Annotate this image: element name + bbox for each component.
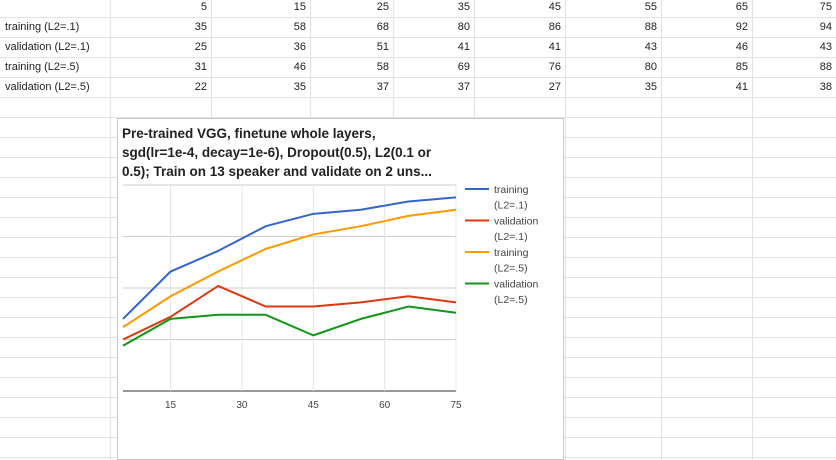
- data-cell[interactable]: 27: [548, 81, 561, 93]
- data-cell[interactable]: 25: [194, 41, 207, 53]
- legend-label: (L2=.5): [494, 294, 528, 306]
- row-label[interactable]: training (L2=.5): [5, 61, 80, 73]
- data-cell[interactable]: 15: [293, 1, 306, 13]
- row-label[interactable]: training (L2=.1): [5, 21, 80, 33]
- data-cell[interactable]: 38: [819, 81, 832, 93]
- x-tick-label: 30: [236, 400, 248, 411]
- data-cell[interactable]: 88: [644, 21, 657, 33]
- legend-label: training: [494, 184, 529, 196]
- data-cell[interactable]: 65: [735, 1, 748, 13]
- series-line[interactable]: [122, 305, 457, 347]
- data-cell[interactable]: 35: [457, 1, 470, 13]
- data-cell[interactable]: 43: [644, 41, 657, 53]
- legend-label: training: [494, 247, 529, 259]
- chart-title: Pre-trained VGG, finetune whole layers, …: [122, 124, 472, 181]
- data-cell[interactable]: 46: [735, 41, 748, 53]
- data-cell[interactable]: 80: [644, 61, 657, 73]
- legend-label: validation: [494, 216, 539, 228]
- series-line[interactable]: [122, 284, 457, 341]
- chart[interactable]: Pre-trained VGG, finetune whole layers, …: [117, 118, 564, 460]
- series-line[interactable]: [122, 196, 457, 320]
- data-cell[interactable]: 37: [457, 81, 470, 93]
- x-tick-label: 15: [165, 400, 177, 411]
- data-cell[interactable]: 5: [200, 1, 207, 13]
- data-cell[interactable]: 88: [819, 61, 832, 73]
- row-label[interactable]: validation (L2=.5): [5, 81, 90, 93]
- data-cell[interactable]: 68: [376, 21, 389, 33]
- data-cell[interactable]: 85: [735, 61, 748, 73]
- data-cell[interactable]: 46: [293, 61, 306, 73]
- data-cell[interactable]: 80: [457, 21, 470, 33]
- series-line[interactable]: [122, 208, 457, 328]
- data-cell[interactable]: 35: [293, 81, 306, 93]
- data-cell[interactable]: 69: [457, 61, 470, 73]
- data-cell[interactable]: 58: [376, 61, 389, 73]
- legend-label: (L2=.1): [494, 200, 528, 212]
- chart-title-line: 0.5); Train on 13 speaker and validate o…: [122, 164, 432, 179]
- x-tick-label: 60: [379, 400, 391, 411]
- data-cell[interactable]: 41: [548, 41, 561, 53]
- data-cell[interactable]: 25: [376, 1, 389, 13]
- data-cell[interactable]: 55: [644, 1, 657, 13]
- data-cell[interactable]: 31: [194, 61, 207, 73]
- data-cell[interactable]: 37: [376, 81, 389, 93]
- legend-label: (L2=.5): [494, 263, 528, 275]
- data-cell[interactable]: 75: [819, 1, 832, 13]
- data-cell[interactable]: 94: [819, 21, 832, 33]
- data-cell[interactable]: 36: [293, 41, 306, 53]
- data-cell[interactable]: 76: [548, 61, 561, 73]
- data-cell[interactable]: 35: [644, 81, 657, 93]
- row-label[interactable]: validation (L2=.1): [5, 41, 90, 53]
- data-cell[interactable]: 45: [548, 1, 561, 13]
- data-cell[interactable]: 43: [819, 41, 832, 53]
- data-cell[interactable]: 41: [457, 41, 470, 53]
- data-cell[interactable]: 86: [548, 21, 561, 33]
- data-cell[interactable]: 22: [194, 81, 207, 93]
- x-tick-label: 45: [308, 400, 320, 411]
- data-cell[interactable]: 58: [293, 21, 306, 33]
- chart-plot: 02550751001530456075training(L2=.1)valid…: [122, 184, 539, 411]
- data-cell[interactable]: 35: [194, 21, 207, 33]
- x-tick-label: 75: [450, 400, 462, 411]
- data-cell[interactable]: 92: [735, 21, 748, 33]
- legend-label: (L2=.1): [494, 231, 528, 243]
- chart-title-line: sgd(lr=1e-4, decay=1e-6), Dropout(0.5), …: [122, 145, 432, 160]
- chart-title-line: Pre-trained VGG, finetune whole layers,: [122, 126, 376, 141]
- data-cell[interactable]: 51: [376, 41, 389, 53]
- legend-label: validation: [494, 279, 539, 291]
- data-cell[interactable]: 41: [735, 81, 748, 93]
